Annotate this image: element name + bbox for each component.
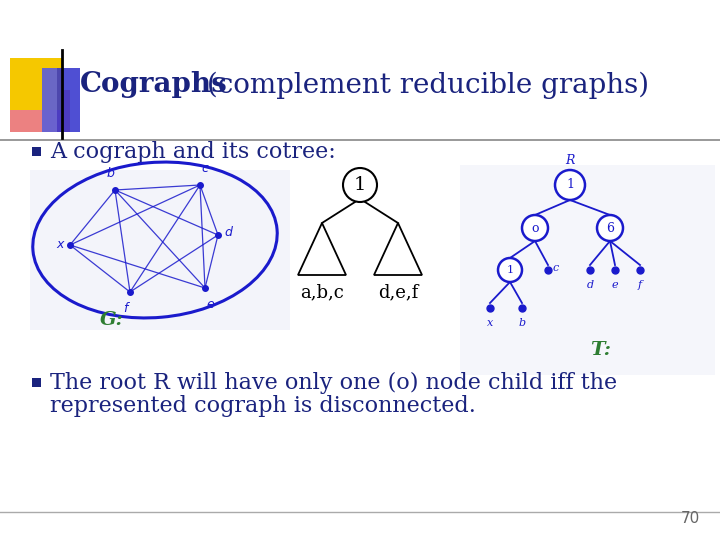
- Text: R: R: [565, 154, 575, 167]
- Text: d: d: [586, 280, 593, 290]
- Text: 70: 70: [680, 511, 700, 526]
- Text: b: b: [106, 167, 114, 180]
- Bar: [42, 68, 80, 132]
- Text: d: d: [224, 226, 232, 239]
- Text: 6: 6: [606, 221, 614, 234]
- Text: o: o: [531, 221, 539, 234]
- Text: e: e: [206, 298, 214, 311]
- Text: f: f: [638, 280, 642, 290]
- Text: Cographs: Cographs: [80, 71, 228, 98]
- Circle shape: [522, 215, 548, 241]
- Circle shape: [498, 258, 522, 282]
- Bar: [32, 378, 41, 387]
- Text: A cograph and its cotree:: A cograph and its cotree:: [50, 141, 336, 163]
- Bar: [10, 58, 62, 110]
- Bar: [30, 170, 290, 330]
- Text: 1: 1: [506, 265, 513, 275]
- Text: represented cograph is disconnected.: represented cograph is disconnected.: [50, 395, 476, 417]
- Text: b: b: [518, 318, 526, 328]
- Bar: [42, 68, 57, 132]
- Text: a,b,c: a,b,c: [300, 283, 344, 301]
- Circle shape: [555, 170, 585, 200]
- Text: c: c: [202, 162, 208, 175]
- Text: (complement reducible graphs): (complement reducible graphs): [198, 71, 649, 99]
- Text: x: x: [56, 239, 63, 252]
- Text: d,e,f: d,e,f: [378, 283, 418, 301]
- Bar: [10, 90, 55, 132]
- Bar: [10, 90, 70, 132]
- Bar: [460, 165, 715, 375]
- Text: x: x: [487, 318, 493, 328]
- Circle shape: [343, 168, 377, 202]
- Text: e: e: [612, 280, 618, 290]
- Text: f: f: [123, 302, 127, 315]
- Text: 1: 1: [566, 179, 574, 192]
- Text: c: c: [553, 263, 559, 273]
- Text: The root R will have only one (o) node child iff the: The root R will have only one (o) node c…: [50, 372, 617, 394]
- Text: G:: G:: [100, 311, 124, 329]
- Bar: [32, 147, 41, 156]
- Circle shape: [597, 215, 623, 241]
- Text: 1: 1: [354, 176, 366, 194]
- Text: T:: T:: [590, 341, 611, 359]
